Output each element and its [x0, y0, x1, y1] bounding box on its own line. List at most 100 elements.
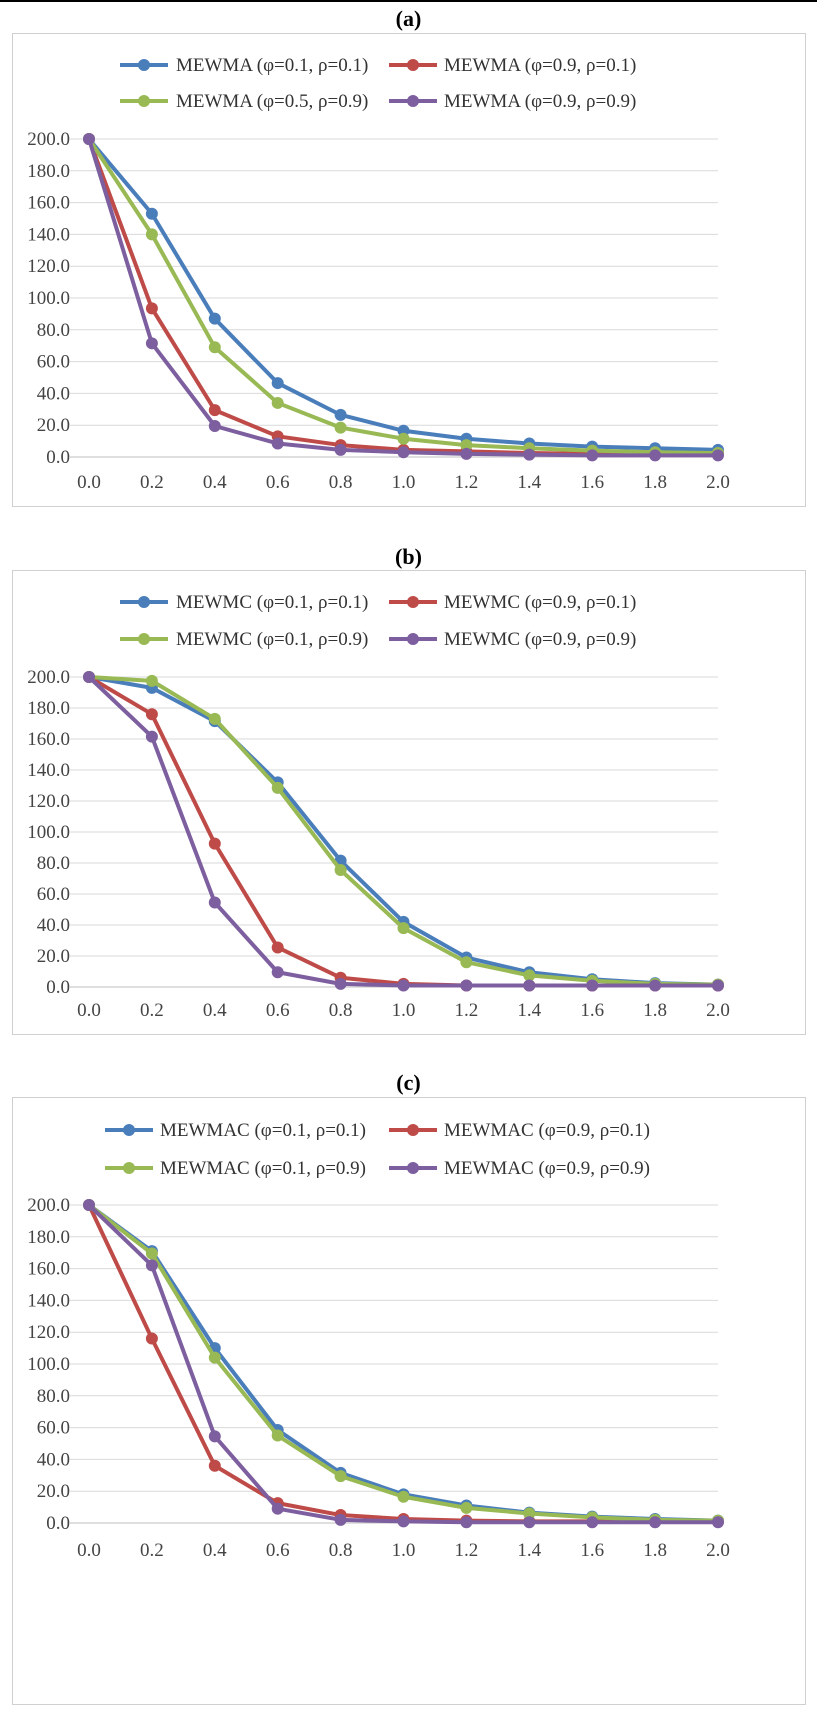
panel-b-x-tick-label: 1.8 [643, 1000, 667, 1021]
panel-b-series-3-point [397, 922, 410, 935]
panel-a-y-tick-label: 120.0 [27, 256, 70, 277]
panel-b-series-2-point [208, 837, 221, 850]
panel-a-x-tick-label: 1.4 [517, 472, 541, 493]
panel-a-series-4-point [649, 449, 662, 462]
panel-c-x-tick-label: 1.2 [455, 1540, 479, 1561]
panel-b-legend-label-3: MEWMC (φ=0.1, ρ=0.9) [176, 629, 368, 650]
panel-b-plot: 0.0 20.0 40.0 60.0 80.0 100.0 120.0 140.0 160.0 1… [27, 592, 730, 1021]
panel-b-series-2-point [145, 708, 158, 721]
panel-c-x-tick-label: 1.0 [392, 1540, 416, 1561]
panel-a-series-3-point [334, 421, 347, 434]
panel-c-y-tick-label: 20.0 [37, 1481, 70, 1502]
panel-b-series-3-point [145, 674, 158, 687]
panel-a-y-tick-label: 80.0 [37, 320, 70, 341]
panel-c-series-4-point [271, 1502, 284, 1515]
panel-b-y-tick-label: 180.0 [27, 698, 70, 719]
panel-a-series-2-point [208, 404, 221, 417]
panel-a-series-line-4 [87, 138, 718, 458]
panel-b-y-tick-label: 80.0 [37, 853, 70, 874]
panel-b-series-3-point [271, 781, 284, 794]
panel-a-x-tick-label: 0.2 [140, 472, 164, 493]
panel-a-series-4-point [586, 449, 599, 462]
panel-a-series-3-point [397, 432, 410, 445]
panel-a-series-4-point [334, 443, 347, 456]
panel-c-title: (c) [396, 1070, 421, 1095]
panel-a-series-4-point [523, 448, 536, 461]
panel-c-y-tick-label: 100.0 [27, 1354, 70, 1375]
panel-b-series-4-point [83, 671, 95, 683]
panel-b-y-tick-label: 140.0 [27, 760, 70, 781]
panel-a-legend-marker-3 [138, 95, 150, 107]
panel-b-y-tick-label: 20.0 [37, 946, 70, 967]
panel-a-series-4-point [712, 449, 724, 462]
panel-b-x-tick-label: 0.6 [266, 1000, 290, 1021]
panel-c-frame [12, 1097, 806, 1705]
panel-b-y-tick-label: 160.0 [27, 729, 70, 750]
panel-c-series-4-point [460, 1516, 473, 1529]
panel-a-x-tick-label: 0.8 [329, 472, 353, 493]
panel-a-series-1-point [208, 312, 221, 325]
panel-b-x-tick-label: 0.8 [329, 1000, 353, 1021]
panel-c-y-tick-label: 200.0 [27, 1195, 70, 1216]
panel-c-legend-label-4: MEWMAC (φ=0.9, ρ=0.9) [444, 1158, 650, 1179]
panel-a-y-tick-label: 60.0 [37, 352, 70, 373]
panel-a-x-tick-label: 0.4 [203, 472, 227, 493]
panel-b-x-tick-label: 1.4 [517, 1000, 541, 1021]
panel-b-series-3-point [208, 712, 221, 725]
panel-a-legend-marker-1 [138, 59, 150, 71]
panel-a-x-tick-label: 1.6 [580, 472, 604, 493]
panel-c-x-tick-label: 0.6 [266, 1540, 290, 1561]
panel-b-series-3-point [460, 956, 473, 969]
panel-b-legend-label-4: MEWMC (φ=0.9, ρ=0.9) [444, 629, 636, 650]
panel-a-x-tick-label: 0.0 [77, 472, 101, 493]
panel-a-x-tick-label: 1.2 [455, 472, 479, 493]
panel-b-legend-marker-4 [407, 633, 419, 645]
panel-b-series-4-point [208, 896, 221, 909]
panel-c-y-tick-label: 60.0 [37, 1418, 70, 1439]
panel-c-x-tick-label: 0.8 [329, 1540, 353, 1561]
panel-a-title: (a) [395, 6, 422, 31]
panel-c-x-tick-label: 1.6 [580, 1540, 604, 1561]
panel-b-series-4-point [145, 730, 158, 743]
panel-c-series-4-point [334, 1513, 347, 1526]
panel-b-title: (b) [395, 544, 422, 569]
panel-c-y-tick-label: 0.0 [46, 1513, 70, 1534]
panel-c-legend-marker-1 [123, 1124, 135, 1136]
panel-a-y-tick-label: 0.0 [46, 447, 70, 468]
panel-c-series-4-point [649, 1516, 662, 1529]
panel-c-y-tick-label: 80.0 [37, 1386, 70, 1407]
panel-c-series-4-point [145, 1259, 158, 1272]
panel-b-y-tick-label: 40.0 [37, 915, 70, 936]
panel-c-series-4-point [712, 1516, 724, 1529]
panel-b-series-4-point [523, 979, 536, 992]
panel-c-x-tick-label: 1.8 [643, 1540, 667, 1561]
panel-b-x-tick-label: 2.0 [706, 1000, 730, 1021]
panel-b-x-tick-label: 1.6 [580, 1000, 604, 1021]
panel-a-x-tick-label: 1.8 [643, 472, 667, 493]
panel-c-series-4-point [523, 1516, 536, 1529]
panel-b-series-4-point [649, 979, 662, 992]
panel-a-legend-marker-4 [407, 95, 419, 107]
panel-a-series-4-point [460, 447, 473, 460]
panel-a-series-4-point [271, 437, 284, 450]
panel-c-x-tick-label: 2.0 [706, 1540, 730, 1561]
panel-b-series-4-point [712, 979, 724, 992]
panel-a-y-tick-label: 200.0 [27, 129, 70, 150]
panel-a-y-tick-label: 140.0 [27, 224, 70, 245]
panel-c-plot: 0.0 20.0 40.0 60.0 80.0 100.0 120.0 140.0 160.0 1… [27, 1120, 730, 1561]
panel-a-series-line-3 [87, 137, 719, 456]
panel-c-y-tick-label: 140.0 [27, 1290, 70, 1311]
panel-b-series-3-point [334, 863, 347, 876]
panel-b-series-4-point [460, 979, 473, 992]
panel-c-series-4-point [397, 1515, 410, 1528]
panel-a-legend-marker-2 [407, 59, 419, 71]
panel-c-series-4-point [208, 1430, 221, 1443]
panel-b-series-2-point [271, 941, 284, 954]
panel-a-legend-label-2: MEWMA (φ=0.9, ρ=0.1) [444, 55, 636, 76]
panel-c-y-tick-label: 40.0 [37, 1449, 70, 1470]
panel-b-legend-label-2: MEWMC (φ=0.9, ρ=0.1) [444, 592, 636, 613]
panel-c-legend-label-3: MEWMAC (φ=0.1, ρ=0.9) [160, 1158, 366, 1179]
panel-b-frame [12, 570, 806, 1035]
panel-a-series-3-point [460, 439, 473, 452]
panel-a-series-1-point [145, 207, 158, 220]
